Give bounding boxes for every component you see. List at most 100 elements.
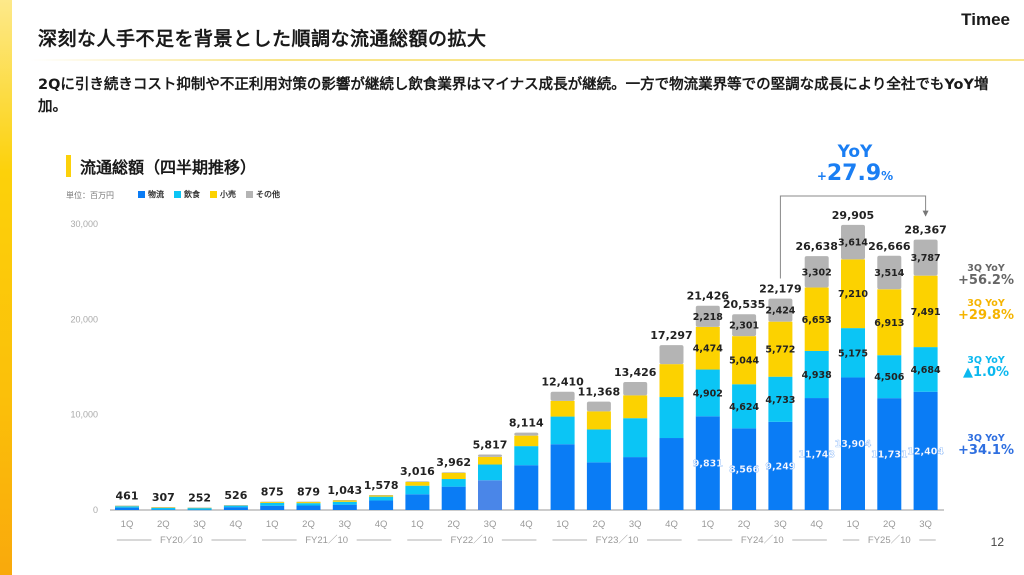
legend-label: 小売: [220, 190, 236, 199]
fy-label: FY24／10: [741, 535, 784, 546]
bar-segment-logistics: [478, 480, 502, 510]
segment-value-label: 11,731: [871, 450, 908, 461]
segment-value-label: 2,218: [693, 312, 723, 323]
fy-label: FY25／10: [868, 535, 911, 546]
segment-value-label: 11,743: [798, 450, 835, 461]
bar-segment-retail: [659, 364, 684, 398]
legend-swatch: [174, 191, 181, 198]
bar-segment-logistics: [623, 457, 648, 510]
segment-value-label: 3,614: [838, 238, 868, 249]
bar-segment-food: [695, 369, 720, 417]
page-number: 12: [990, 535, 1004, 549]
bar-segment-logistics: [223, 507, 248, 510]
bar-segment-logistics: [732, 428, 757, 510]
bar-segment-logistics: [695, 416, 720, 510]
segment-value-label: 12,404: [907, 446, 944, 457]
x-tick-label: 1Q: [847, 519, 860, 530]
legend-item-other: その他: [246, 189, 280, 200]
bar-segment-other: [369, 494, 394, 496]
bar-segment-logistics: [841, 377, 865, 510]
bar-segment-other: [296, 501, 321, 503]
bar-segment-logistics: [659, 438, 684, 510]
side-yoy-value: +56.2%: [958, 273, 1014, 289]
bar-segment-other: [659, 345, 684, 365]
x-tick-label: 3Q: [774, 519, 787, 530]
y-tick-label: 30,000: [70, 219, 98, 229]
timee-logo: Timee: [961, 10, 1010, 29]
bar-segment-other: [841, 224, 865, 260]
bar-segment-food: [877, 355, 902, 399]
segment-value-label: 4,902: [693, 388, 723, 399]
bar-total-label: 875: [261, 486, 284, 499]
bar-segment-retail: [841, 259, 865, 329]
bar-segment-food: [659, 397, 684, 439]
x-tick-label: 2Q: [302, 519, 315, 530]
header-divider: [30, 59, 1024, 61]
bar-segment-food: [732, 384, 757, 429]
bar-segment-retail: [478, 456, 502, 465]
x-tick-label: 1Q: [121, 519, 134, 530]
legend-label: 物流: [148, 190, 164, 199]
bar-segment-retail: [695, 326, 720, 370]
bar-segment-retail: [913, 275, 938, 348]
bar-total-label: 26,638: [795, 240, 837, 253]
segment-value-label: 7,210: [838, 289, 868, 300]
bar-segment-logistics: [768, 421, 793, 510]
bar-total-label: 17,297: [650, 329, 692, 342]
bar-segment-retail: [514, 435, 539, 447]
x-tick-label: 2Q: [738, 519, 751, 530]
bar-segment-retail: [623, 395, 648, 419]
segment-value-label: 3,514: [874, 268, 904, 279]
legend-swatch: [138, 191, 145, 198]
bar-segment-logistics: [151, 509, 176, 510]
yoy-sign: +: [816, 169, 827, 183]
yoy-number: 27.9: [826, 161, 882, 186]
bar-total-label: 879: [297, 486, 320, 499]
bar-segment-logistics: [913, 391, 938, 510]
x-tick-label: 3Q: [193, 519, 206, 530]
bar-segment-retail: [441, 472, 466, 480]
bar-segment-retail: [804, 287, 829, 351]
segment-value-label: 6,653: [802, 315, 832, 326]
y-tick-label: 10,000: [70, 410, 98, 420]
bar-segment-logistics: [514, 465, 539, 510]
bar-segment-food: [296, 503, 321, 506]
side-yoy-logistics: 3Q YoY +34.1%: [950, 433, 1022, 459]
legend-item-retail: 小売: [210, 189, 236, 200]
segment-value-label: 9,249: [765, 461, 795, 472]
fy-label: FY23／10: [596, 535, 639, 546]
yoy-total-label: YoY: [837, 142, 873, 162]
fy-label: FY20／10: [160, 535, 203, 546]
bar-segment-logistics: [441, 486, 466, 510]
bar-segment-logistics: [369, 500, 394, 510]
bar-segment-retail: [260, 501, 285, 503]
bar-segment-other: [478, 454, 502, 457]
bar-segment-food: [405, 485, 430, 495]
bar-segment-other: [223, 504, 248, 506]
bar-segment-logistics: [550, 444, 575, 510]
accent-strip: [0, 0, 12, 575]
side-yoy-retail: 3Q YoY +29.8%: [950, 298, 1022, 324]
segment-value-label: 2,424: [765, 306, 795, 317]
bar-segment-other: [913, 239, 938, 276]
x-tick-label: 3Q: [629, 519, 642, 530]
yoy-bracket: [779, 195, 927, 279]
bar-segment-logistics: [115, 507, 139, 510]
segment-value-label: 5,175: [838, 348, 868, 359]
segment-value-label: 8,566: [729, 465, 759, 476]
bar-segment-food: [623, 418, 648, 458]
bar-segment-food: [550, 416, 575, 445]
bar-segment-retail: [405, 481, 430, 486]
yoy-arrowhead-icon: [922, 210, 929, 217]
section-marker: [66, 155, 71, 177]
x-tick-label: 1Q: [266, 519, 279, 530]
bar-segment-other: [586, 401, 611, 412]
bar-segment-food: [841, 328, 865, 378]
yoy-total-callout: YoY +27.9%: [800, 144, 910, 185]
bar-segment-food: [369, 496, 394, 501]
bar-segment-other: [732, 314, 757, 337]
bar-total-label: 1,043: [327, 484, 362, 497]
y-tick-label: 20,000: [70, 314, 98, 324]
bar-segment-other: [405, 481, 430, 482]
bar-segment-retail: [877, 289, 902, 356]
